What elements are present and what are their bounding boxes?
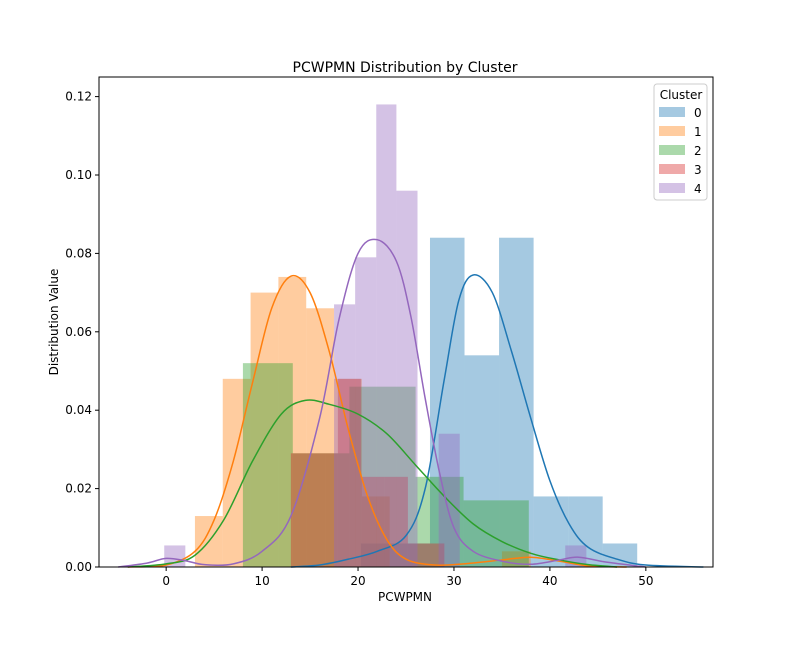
y-tick-label: 0.06 <box>65 325 92 339</box>
bar-cluster-3 <box>290 453 338 567</box>
y-tick-label: 0.02 <box>65 482 92 496</box>
legend: Cluster 0 1 2 3 4 <box>653 83 708 201</box>
x-tick-label: 10 <box>254 574 269 588</box>
x-tick-label: 20 <box>350 574 365 588</box>
chart-title: PCWPMN Distribution by Cluster <box>293 60 518 76</box>
bar-cluster-0 <box>499 237 534 567</box>
bar-cluster-2 <box>463 500 529 567</box>
legend-label-3: 3 <box>694 163 702 177</box>
bar-cluster-1 <box>250 292 279 567</box>
bar-cluster-0 <box>429 237 465 567</box>
bar-cluster-2 <box>292 453 326 567</box>
bar-cluster-4 <box>396 190 418 567</box>
kde-curves <box>118 238 704 568</box>
x-tick-label: 30 <box>446 574 461 588</box>
x-tick-label: 50 <box>638 574 653 588</box>
bar-cluster-3 <box>407 543 445 567</box>
kde-line-cluster-0 <box>290 274 704 568</box>
y-tick-label: 0.10 <box>65 168 92 182</box>
y-tick-label: 0.00 <box>65 560 92 574</box>
bar-cluster-3 <box>360 476 385 567</box>
legend-swatch-3 <box>659 164 685 174</box>
bar-cluster-0 <box>360 543 396 567</box>
bar-cluster-4 <box>355 257 377 567</box>
bar-cluster-2 <box>382 386 416 567</box>
legend-title: Cluster <box>660 88 703 102</box>
legend-swatch-2 <box>659 145 685 155</box>
legend-label-2: 2 <box>694 144 702 158</box>
bar-cluster-0 <box>533 496 569 567</box>
x-axis-label: PCWPMN <box>378 590 432 604</box>
y-tick-label: 0.12 <box>65 90 92 104</box>
y-tick-label: 0.08 <box>65 246 92 260</box>
x-tick-label: 0 <box>162 574 170 588</box>
y-axis: 0.00 0.02 0.04 0.06 0.08 0.10 0.12 <box>65 90 99 574</box>
bar-cluster-1 <box>278 276 307 567</box>
bar-cluster-2 <box>415 476 439 567</box>
bar-cluster-4 <box>334 304 356 567</box>
legend-label-1: 1 <box>694 125 702 139</box>
legend-label-4: 4 <box>694 182 702 196</box>
y-tick-label: 0.04 <box>65 403 92 417</box>
x-tick-label: 40 <box>542 574 557 588</box>
legend-swatch-0 <box>659 107 685 117</box>
kde-line-cluster-2 <box>127 399 618 568</box>
bar-cluster-0 <box>395 543 430 567</box>
bar-cluster-0 <box>602 543 638 567</box>
kde-line-cluster-1 <box>127 274 627 568</box>
bar-cluster-2 <box>349 386 383 567</box>
legend-swatch-1 <box>659 126 685 136</box>
bar-cluster-3 <box>337 378 361 567</box>
legend-label-0: 0 <box>694 106 702 120</box>
x-axis: 0 10 20 30 40 50 <box>162 567 653 588</box>
legend-swatch-4 <box>659 183 685 193</box>
legend-box <box>653 83 708 201</box>
bar-cluster-2 <box>325 453 350 567</box>
bar-cluster-0 <box>464 355 500 567</box>
bar-cluster-4 <box>376 104 397 567</box>
y-axis-label: Distribution Value <box>47 269 61 376</box>
plot-frame <box>98 76 714 568</box>
kde-line-cluster-4 <box>118 238 646 568</box>
